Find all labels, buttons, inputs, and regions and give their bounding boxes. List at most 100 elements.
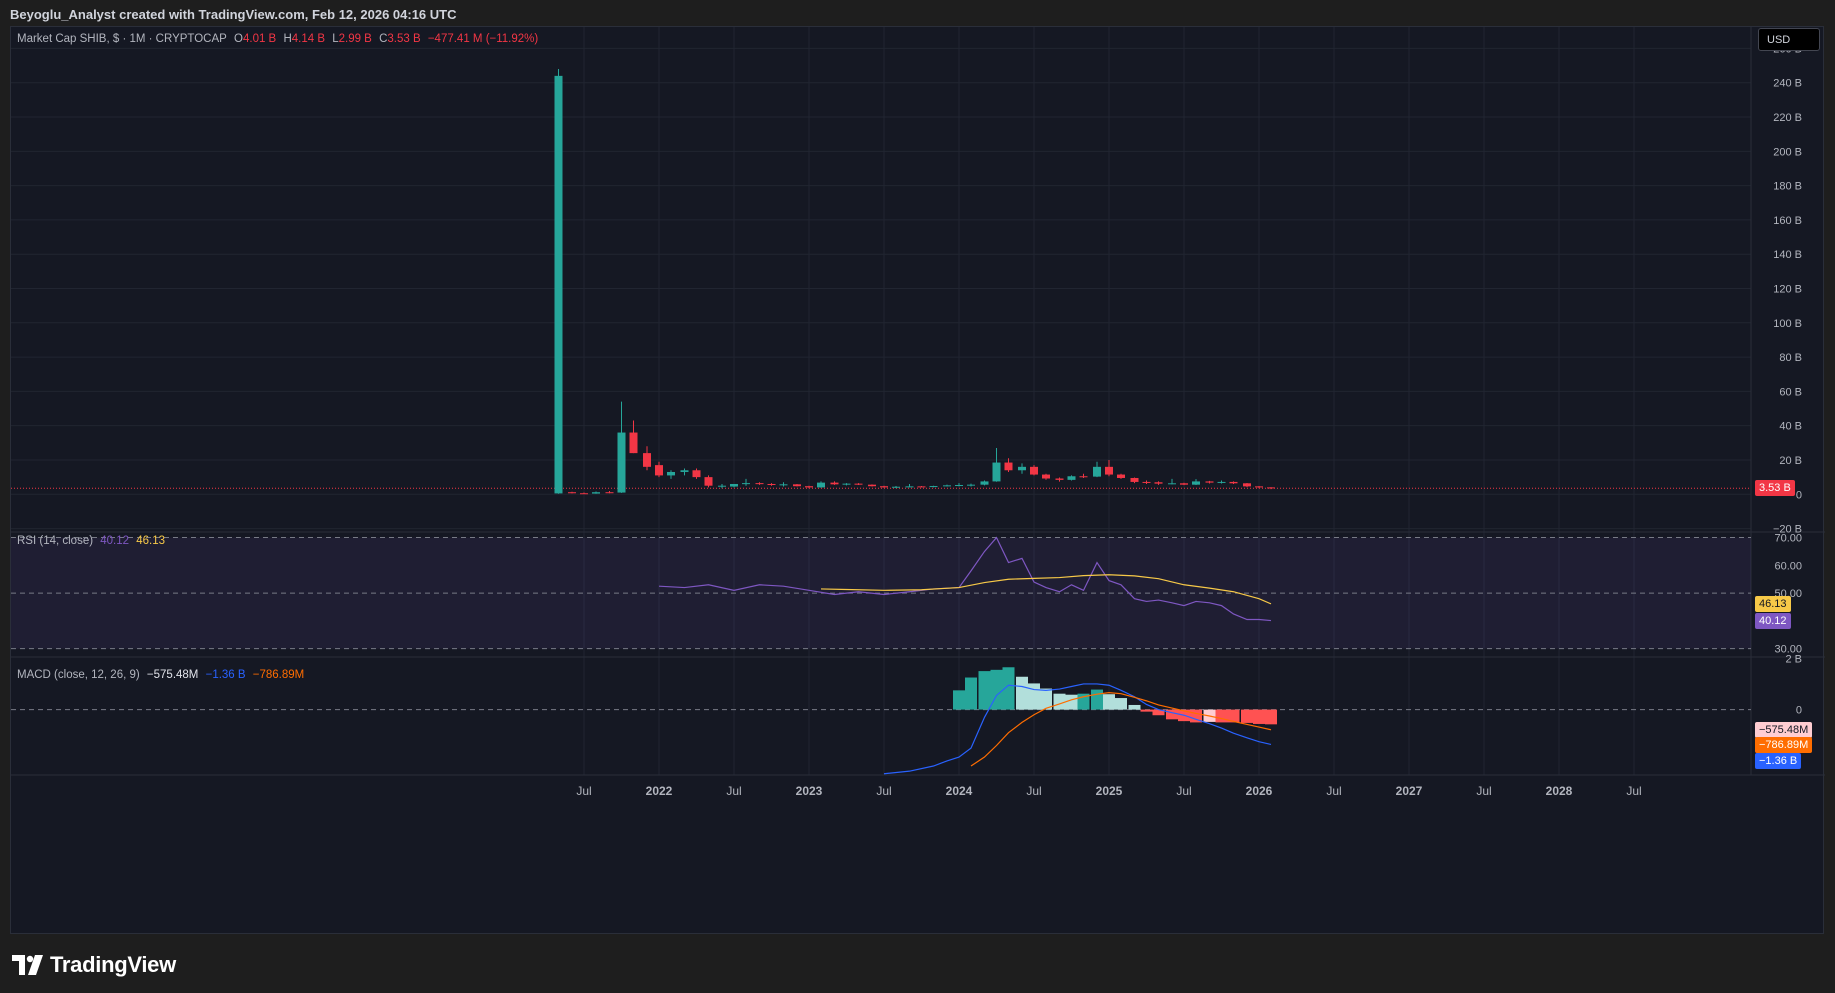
- candle-body: [1205, 481, 1214, 483]
- candle-body: [1229, 481, 1238, 484]
- axis-labels: Jul 2022 Jul 2023 Jul 2024 Jul 2025 Jul 2026 Jul 20…: [576, 43, 1802, 798]
- candle-body: [1079, 476, 1088, 478]
- rsi-line: [658, 536, 1272, 622]
- candle-body: [1154, 482, 1163, 484]
- macd-histogram-bar: [1241, 709, 1253, 723]
- rsi-axis-label: 60.00: [1774, 560, 1802, 572]
- candle-body: [667, 471, 675, 476]
- price-axis-label: −20 B: [1773, 524, 1802, 536]
- time-axis-label: Jul: [1176, 784, 1191, 798]
- candle-body: [880, 486, 888, 488]
- candle-body: [1180, 483, 1188, 485]
- candle-body: [943, 485, 951, 487]
- price-axis-label: 240 B: [1773, 78, 1802, 90]
- chart-caption: Beyoglu_Analyst created with TradingView…: [10, 7, 457, 22]
- currency-selector[interactable]: USD: [1758, 28, 1820, 51]
- candle-body: [779, 484, 788, 486]
- candle-body: [755, 483, 764, 485]
- candle-body: [655, 465, 663, 476]
- candle-body: [1067, 476, 1076, 480]
- macd-histogram-bar: [1265, 709, 1277, 725]
- main-legend[interactable]: Market Cap SHIB, $ · 1M · CRYPTOCAP O4.0…: [17, 33, 542, 45]
- candle-body: [1130, 477, 1139, 482]
- candle-body: [805, 486, 813, 488]
- macd-histogram-bar: [1065, 694, 1078, 710]
- macd-histogram-bar: [1253, 709, 1265, 724]
- macd-layer: [11, 667, 1751, 775]
- candle-body: [980, 481, 989, 485]
- macd-histogram-bar: [1103, 694, 1115, 710]
- candle-body: [1255, 486, 1263, 488]
- candle-body: [1042, 474, 1050, 479]
- rsi-axis-label: 70.00: [1774, 533, 1802, 545]
- candle-body: [742, 483, 750, 485]
- rsi-ma-line: [820, 574, 1272, 605]
- time-axis-label: 2024: [946, 784, 973, 798]
- candle-body: [905, 486, 914, 488]
- time-axis-label: Jul: [1476, 784, 1491, 798]
- time-axis-label: Jul: [576, 784, 591, 798]
- low-label: L: [332, 33, 339, 45]
- time-axis-label: 2026: [1246, 784, 1273, 798]
- macd-signal-value: −786.89M: [252, 669, 305, 681]
- candle-body: [854, 483, 863, 485]
- tradingview-logo[interactable]: TradingView: [12, 950, 176, 980]
- macd-histogram-bar: [1016, 676, 1028, 710]
- candle-body: [992, 462, 1001, 482]
- price-axis-label: 0: [1796, 489, 1802, 501]
- candle-body: [1192, 481, 1200, 485]
- rsi-layer: [658, 536, 1272, 622]
- macd-histogram-bar: [1128, 704, 1141, 710]
- last-price-tag: 3.53 B: [1755, 480, 1795, 497]
- price-axis-label: 220 B: [1773, 112, 1802, 124]
- candle-body: [955, 485, 963, 487]
- macd-line: [883, 683, 1272, 775]
- chart-frame[interactable]: Jul 2022 Jul 2023 Jul 2024 Jul 2025 Jul 2026 Jul 20…: [10, 26, 1825, 935]
- time-axis-label: Jul: [876, 784, 891, 798]
- grid-lines: [11, 27, 1751, 775]
- candle-body: [1018, 466, 1026, 471]
- candle-body: [967, 484, 975, 486]
- time-axis-label: Jul: [726, 784, 741, 798]
- candle-body: [1267, 487, 1275, 489]
- macd-indicator-label[interactable]: MACD (close, 12, 26, 9): [17, 669, 140, 681]
- candle-body: [704, 477, 713, 486]
- time-axis-label: Jul: [1026, 784, 1041, 798]
- candle-body: [1142, 481, 1151, 483]
- candle-body: [680, 470, 689, 472]
- low-value: 2.99 B: [338, 33, 372, 45]
- pane-separators: [11, 27, 1825, 776]
- rsi-tag: 40.12: [1755, 612, 1791, 629]
- time-axis-label: Jul: [1626, 784, 1641, 798]
- macd-histogram-bar: [1040, 688, 1052, 710]
- candle-body: [917, 486, 926, 488]
- candle-body: [1055, 478, 1064, 480]
- candle-body: [617, 432, 626, 493]
- time-axis-label: 2027: [1396, 784, 1423, 798]
- candle-body: [592, 492, 600, 494]
- candle-body: [793, 484, 801, 487]
- rsi-value: 40.12: [100, 535, 130, 547]
- candle-body: [629, 432, 638, 454]
- macd-histogram-bar: [1115, 698, 1127, 710]
- macd-histogram-bar: [978, 671, 991, 710]
- candle-body: [1117, 474, 1125, 478]
- time-axis-label: Jul: [1326, 784, 1341, 798]
- rsi-band: [11, 537, 1751, 650]
- macd-legend[interactable]: MACD (close, 12, 26, 9) −575.48M −1.36 B…: [17, 669, 308, 681]
- chart-canvas[interactable]: Jul 2022 Jul 2023 Jul 2024 Jul 2025 Jul 2026 Jul 20…: [11, 27, 1825, 935]
- rsi-indicator-label[interactable]: RSI (14, close): [17, 535, 94, 547]
- symbol-label[interactable]: Market Cap SHIB, $ · 1M · CRYPTOCAP: [17, 33, 227, 45]
- candle-body: [568, 492, 576, 494]
- candle-body: [1168, 483, 1176, 485]
- macd-histogram-bar: [1091, 689, 1103, 710]
- macd-histogram-bar: [1152, 709, 1165, 716]
- macd-histogram-bar: [1140, 709, 1153, 712]
- macd-line-value: −1.36 B: [205, 669, 246, 681]
- open-label: O: [234, 33, 243, 45]
- rsi-legend[interactable]: RSI (14, close) 40.12 46.13: [17, 535, 169, 547]
- macd-hist-tag: −575.48M: [1755, 722, 1813, 739]
- candle-body: [580, 493, 588, 495]
- macd-axis-label: 2 B: [1785, 653, 1802, 665]
- price-axis-label: 120 B: [1773, 284, 1802, 296]
